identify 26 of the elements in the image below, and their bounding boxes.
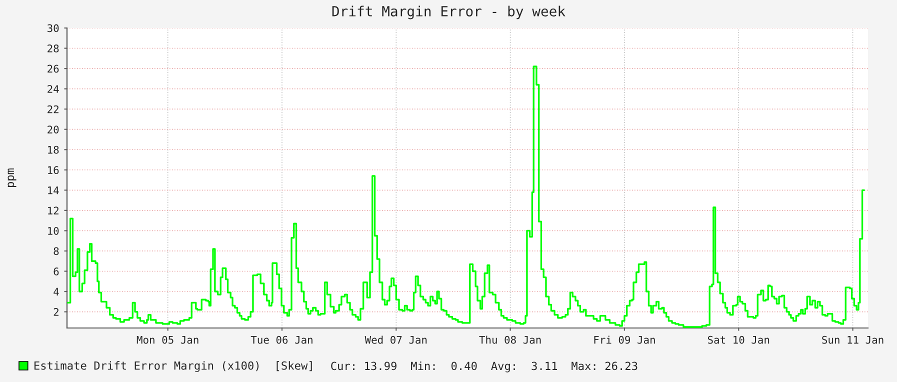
y-axis-title: ppm	[8, 168, 16, 188]
y-tick-label: 4	[54, 288, 59, 296]
y-tick-label: 18	[48, 146, 59, 154]
y-tick-label: 26	[48, 64, 59, 73]
y-tick-label: 24	[48, 85, 59, 93]
y-tick-label: 22	[48, 105, 58, 114]
y-tick-label: 8	[54, 247, 59, 256]
x-tick-label: Fri 09 Jan	[594, 336, 655, 344]
x-tick-label: Wed 07 Jan	[364, 336, 427, 344]
y-tick-label: 12	[48, 206, 58, 214]
x-tick-label: Mon 05 Jan	[136, 336, 198, 344]
y-tick-label: 20	[48, 126, 59, 134]
x-tick-label: Tue 06 Jan	[250, 336, 312, 344]
y-tick-label: 28	[48, 44, 59, 52]
x-tick-label: Sat 10 Jan	[708, 336, 770, 344]
x-tick-label: Thu 08 Jan	[479, 336, 541, 344]
y-tick-label: 10	[48, 226, 59, 235]
text: Cur: 13.99 Min: 0.40 Avg: 3.11 Max: 26.23	[331, 362, 638, 372]
x-tick-label: Sun 11 Jan	[822, 336, 884, 344]
y-tick-label: 30	[48, 24, 59, 32]
y-tick-label: 14	[48, 186, 59, 194]
y-tick-label: 6	[54, 267, 59, 276]
chart-title: Drift Margin Error - by week	[332, 6, 566, 20]
legend-label: Estimate Drift Error Margin (x100) [Skew]	[34, 361, 312, 372]
y-tick-label: 16	[48, 166, 59, 174]
y-tick-label: 2	[54, 308, 58, 316]
